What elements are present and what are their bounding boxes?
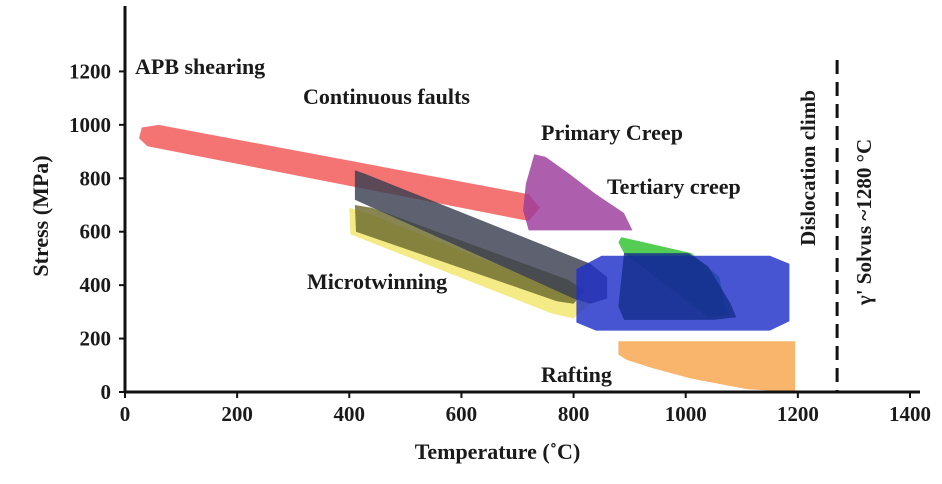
dislocation-climb-label: Dislocation climb bbox=[796, 90, 820, 246]
region-dislocation-climb-dark bbox=[618, 253, 737, 320]
label-continuous-faults: Continuous faults bbox=[303, 84, 470, 109]
region-layer bbox=[139, 124, 796, 392]
label-primary-creep: Primary Creep bbox=[541, 120, 683, 145]
tick-layer: 0 200 400 600 800 1000 1200 1400 0 200 400 600 800 10… bbox=[69, 59, 931, 426]
x-tick-label-1000: 1000 bbox=[665, 402, 707, 426]
region-rafting bbox=[618, 341, 796, 392]
x-tick-label-800: 800 bbox=[558, 402, 590, 426]
x-tick-label-1400: 1400 bbox=[889, 402, 931, 426]
label-apb-shearing: APB shearing bbox=[135, 54, 265, 79]
x-tick-label-200: 200 bbox=[221, 402, 253, 426]
y-tick-label-0: 0 bbox=[101, 380, 112, 404]
y-tick-label-200: 200 bbox=[80, 327, 112, 351]
y-tick-label-1200: 1200 bbox=[69, 59, 111, 83]
y-tick-label-400: 400 bbox=[80, 273, 112, 297]
y-tick-label-800: 800 bbox=[80, 166, 112, 190]
region-continuous-faults bbox=[354, 170, 608, 304]
axes-layer bbox=[123, 6, 920, 394]
x-tick-label-0: 0 bbox=[120, 402, 131, 426]
region-microtwinning-olive bbox=[354, 205, 585, 304]
solvus-marker: Dislocation climb γ' Solvus ~1280 °C bbox=[796, 60, 876, 392]
y-tick-label-1000: 1000 bbox=[69, 113, 111, 137]
y-tick-label-600: 600 bbox=[80, 220, 112, 244]
x-tick-label-600: 600 bbox=[446, 402, 478, 426]
y-axis-title: Stress (MPa) bbox=[28, 155, 53, 276]
label-rafting: Rafting bbox=[541, 362, 612, 387]
label-microtwinning: Microtwinning bbox=[307, 269, 447, 294]
label-tertiary-creep: Tertiary creep bbox=[607, 174, 741, 199]
x-tick-label-1200: 1200 bbox=[777, 402, 819, 426]
x-axis-title: Temperature (˚C) bbox=[415, 439, 581, 464]
solvus-temperature-label: γ' Solvus ~1280 °C bbox=[852, 139, 876, 306]
region-apb-shearing bbox=[139, 124, 540, 221]
x-tick-label-400: 400 bbox=[334, 402, 366, 426]
region-label-layer: Rafting Microtwinning APB shearing Continuo… bbox=[135, 54, 741, 387]
region-primary-creep bbox=[523, 154, 633, 231]
